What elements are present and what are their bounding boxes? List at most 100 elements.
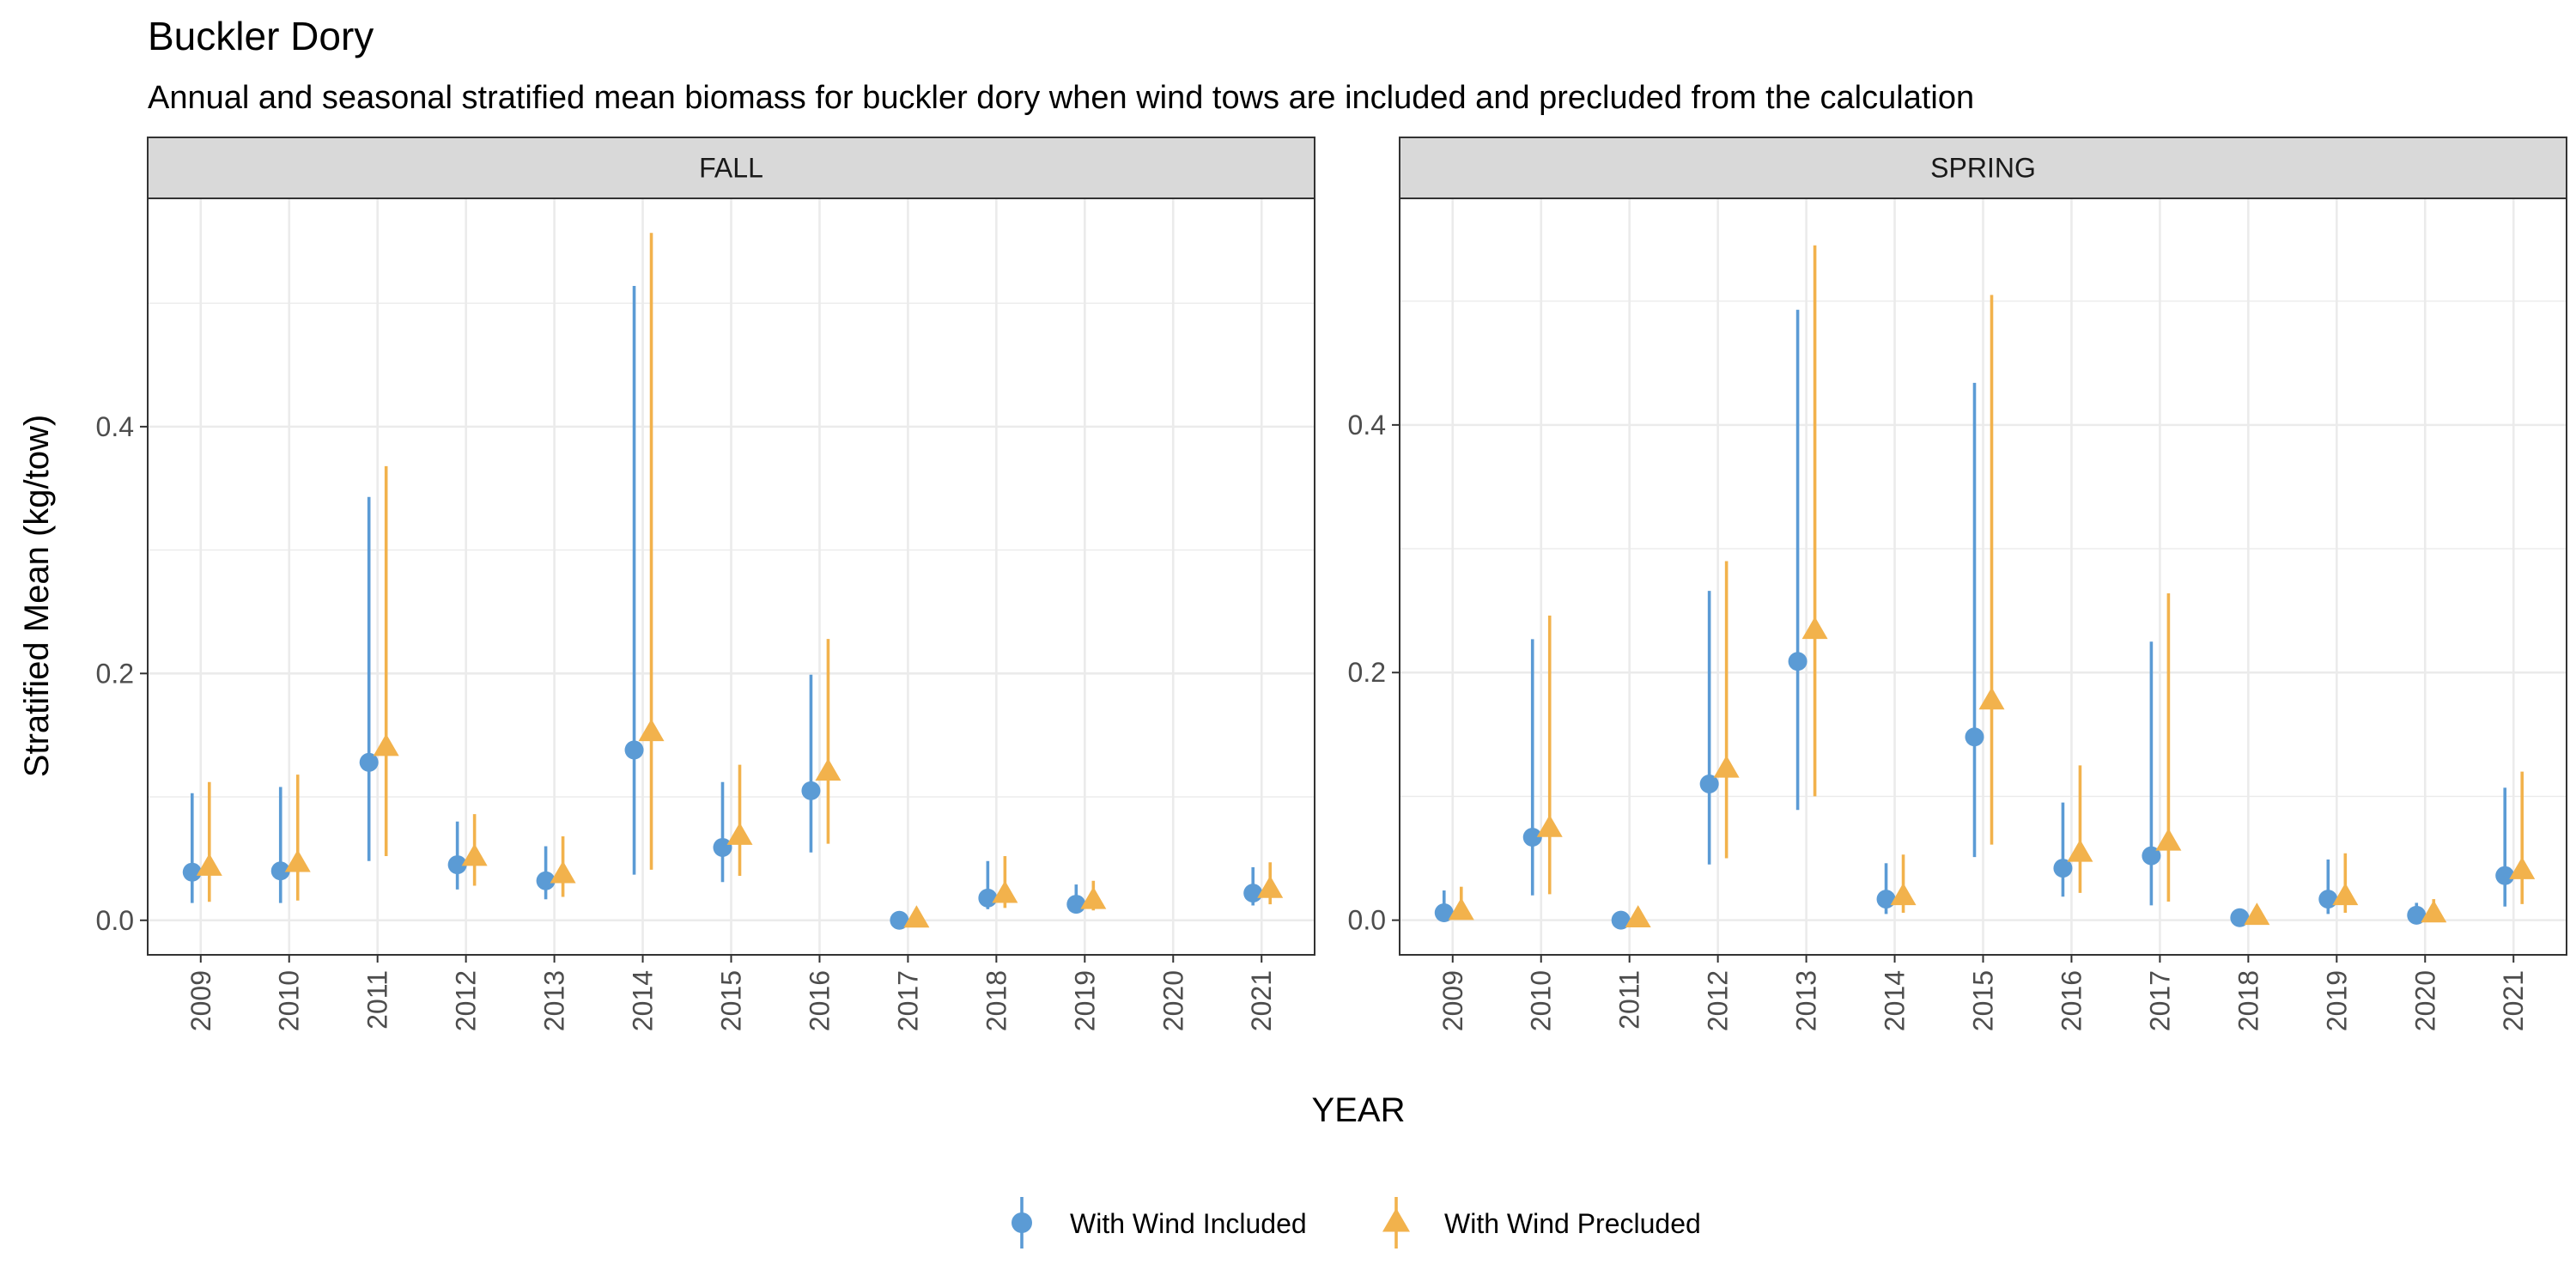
- panel-border: [1399, 197, 2567, 956]
- included-point: [1243, 884, 1263, 903]
- x-tick-label: 2019: [2321, 970, 2352, 1031]
- included-point: [1965, 727, 1984, 747]
- x-tick-label: 2011: [362, 970, 393, 1030]
- included-point: [713, 837, 732, 857]
- precluded-point: [815, 758, 841, 781]
- panel-border: [147, 197, 1315, 956]
- included-point: [2053, 859, 2073, 878]
- x-tick-label: 2015: [1968, 970, 1999, 1031]
- included-point: [2318, 890, 2338, 909]
- precluded-point: [726, 822, 753, 845]
- y-tick-label: 0.4: [96, 411, 134, 442]
- included-point: [1434, 902, 1454, 922]
- precluded-point: [461, 843, 488, 866]
- circle-icon: [1012, 1212, 1032, 1233]
- included-point: [1788, 652, 1807, 671]
- x-tick-label: 2020: [1157, 970, 1188, 1031]
- precluded-point: [1625, 905, 1651, 928]
- precluded-point: [550, 860, 576, 884]
- precluded-point: [1801, 617, 1828, 640]
- x-tick-label: 2018: [981, 970, 1012, 1031]
- precluded-point: [1713, 755, 1740, 778]
- x-tick-label: 2010: [1526, 970, 1557, 1031]
- x-tick-label: 2021: [1246, 970, 1277, 1031]
- precluded-point: [2067, 839, 2093, 862]
- included-point: [182, 862, 202, 882]
- precluded-point: [1257, 875, 1284, 898]
- included-point: [2230, 908, 2250, 927]
- included-point: [624, 740, 644, 760]
- x-tick-label: 2010: [274, 970, 305, 1031]
- included-point: [2407, 905, 2427, 925]
- precluded-point: [638, 719, 665, 742]
- included-point: [2495, 866, 2515, 885]
- facet-panel-fall: FALL 0.0 0.2 0.4 2009 2010 2011 2012 2013 2014 201…: [96, 137, 1315, 1031]
- included-point: [1699, 775, 1719, 794]
- y-tick-label: 0.0: [1348, 905, 1386, 936]
- y-tick-label: 0.4: [1348, 410, 1386, 440]
- legend-item-included: With Wind Included: [1012, 1197, 1307, 1249]
- x-tick-label: 2015: [716, 970, 747, 1031]
- included-point: [359, 752, 379, 772]
- included-point: [1876, 890, 1896, 909]
- x-tick-label: 2020: [2409, 970, 2440, 1031]
- y-tick-label: 0.2: [1348, 657, 1386, 688]
- facet-panels: FALL 0.0 0.2 0.4 2009 2010 2011 2012 2013 2014 201…: [96, 137, 2567, 1031]
- included-point: [1522, 828, 1542, 848]
- x-tick-label: 2012: [451, 970, 482, 1031]
- precluded-point: [1890, 883, 1917, 906]
- precluded-point: [992, 880, 1018, 903]
- precluded-point: [903, 905, 930, 928]
- y-axis-title: Stratified Mean (kg/tow): [18, 415, 56, 777]
- x-tick-label: 2009: [185, 970, 216, 1031]
- included-point: [2142, 846, 2161, 866]
- x-tick-label: 2017: [892, 970, 923, 1031]
- facet-strip: [147, 137, 1315, 199]
- facet-strip-label: FALL: [699, 153, 763, 184]
- x-tick-label: 2021: [2498, 970, 2529, 1031]
- precluded-point: [1978, 687, 2005, 710]
- y-tick-label: 0.2: [96, 658, 134, 689]
- x-tick-label: 2013: [539, 970, 570, 1031]
- precluded-point: [284, 849, 311, 872]
- included-point: [978, 888, 998, 908]
- precluded-point: [2421, 900, 2447, 923]
- x-tick-label: 2012: [1703, 970, 1734, 1031]
- legend-label: With Wind Precluded: [1444, 1208, 1701, 1239]
- facet-strip-label: SPRING: [1930, 153, 2036, 184]
- included-point: [1611, 910, 1631, 930]
- x-tick-label: 2009: [1437, 970, 1468, 1031]
- precluded-point: [196, 853, 222, 876]
- x-tick-label: 2011: [1614, 970, 1645, 1030]
- precluded-point: [1536, 814, 1563, 837]
- x-tick-label: 2018: [2233, 970, 2263, 1031]
- x-tick-label: 2016: [804, 970, 835, 1031]
- x-tick-label: 2014: [1880, 970, 1911, 1031]
- x-tick-label: 2019: [1069, 970, 1100, 1031]
- facet-strip: [1399, 137, 2567, 199]
- x-tick-label: 2014: [628, 970, 659, 1031]
- included-point: [536, 871, 556, 890]
- precluded-point: [2155, 828, 2182, 851]
- legend-label: With Wind Included: [1070, 1208, 1307, 1239]
- included-point: [801, 781, 821, 800]
- chart-subtitle: Annual and seasonal stratified mean biom…: [148, 80, 1974, 116]
- legend: With Wind Included With Wind Precluded: [1012, 1197, 1701, 1249]
- x-axis-title: YEAR: [1312, 1091, 1406, 1129]
- triangle-icon: [1382, 1207, 1410, 1232]
- precluded-point: [1080, 886, 1107, 909]
- included-point: [270, 861, 290, 881]
- precluded-point: [2332, 883, 2359, 906]
- chart-title: Buckler Dory: [148, 14, 374, 58]
- x-tick-label: 2017: [2144, 970, 2175, 1031]
- x-tick-label: 2016: [2056, 970, 2087, 1031]
- included-point: [1066, 895, 1086, 914]
- included-point: [890, 910, 909, 930]
- precluded-point: [2244, 902, 2270, 926]
- legend-item-precluded: With Wind Precluded: [1382, 1197, 1701, 1249]
- precluded-point: [1448, 897, 1474, 920]
- facet-panel-spring: SPRING 0.0 0.2 0.4 2009 2010 2011 2012 2013 2014 2…: [1348, 137, 2567, 1031]
- precluded-point: [2509, 856, 2536, 879]
